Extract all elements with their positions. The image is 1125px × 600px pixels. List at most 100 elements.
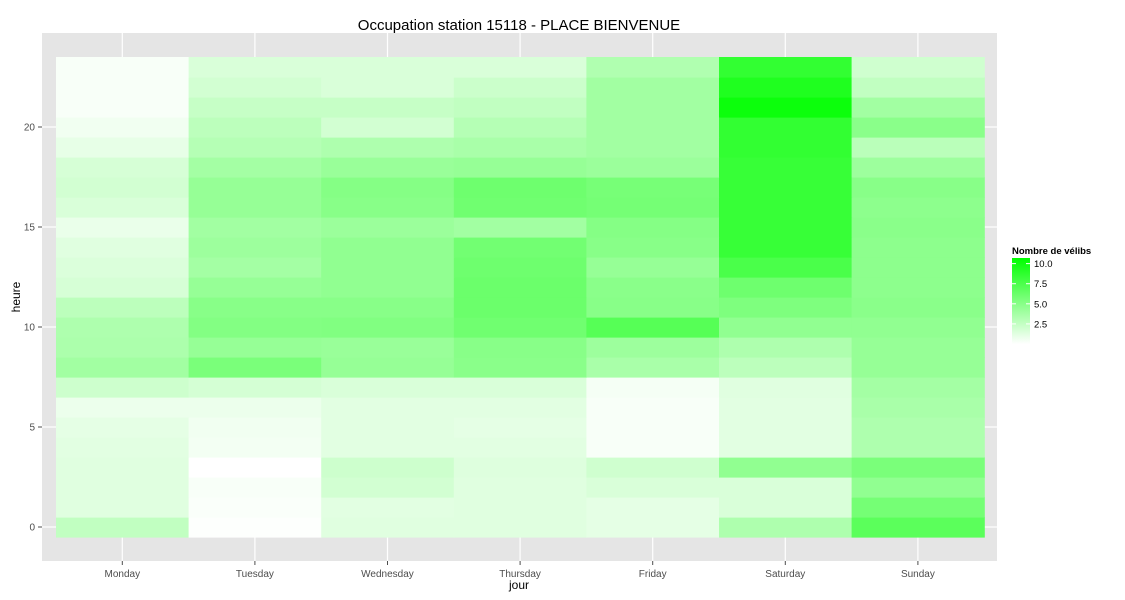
heatmap-cell xyxy=(321,517,455,538)
heatmap-cell xyxy=(851,57,985,78)
heatmap-cell xyxy=(188,117,322,138)
heatmap-cell xyxy=(851,377,985,398)
heatmap-cell xyxy=(56,77,190,98)
heatmap-cell xyxy=(56,457,190,478)
heatmap-cell xyxy=(851,357,985,378)
y-axis: 0 5 10 15 20 xyxy=(24,123,42,534)
x-tick-label: Friday xyxy=(639,569,667,580)
heatmap-cell xyxy=(851,237,985,258)
heatmap-cell xyxy=(321,377,455,398)
heatmap-cell xyxy=(719,497,853,518)
heatmap-cell xyxy=(188,277,322,298)
heatmap-cell xyxy=(321,177,455,198)
y-tick-label: 10 xyxy=(24,323,36,334)
heatmap-cell xyxy=(188,417,322,438)
heatmap-cell xyxy=(188,157,322,178)
heatmap-cell xyxy=(56,57,190,78)
heatmap-cell xyxy=(188,377,322,398)
heatmap-cell xyxy=(56,97,190,118)
heatmap-cell xyxy=(453,337,587,358)
heatmap-cell xyxy=(719,397,853,418)
heatmap-cell xyxy=(321,117,455,138)
heatmap-cell xyxy=(719,417,853,438)
heatmap-cell xyxy=(453,397,587,418)
heatmap-cell xyxy=(586,417,720,438)
heatmap-cell xyxy=(453,477,587,498)
heatmap-cell xyxy=(586,317,720,338)
heatmap-cell xyxy=(586,497,720,518)
x-tick-label: Monday xyxy=(105,569,141,580)
x-tick-label: Wednesday xyxy=(361,569,414,580)
heatmap-cell xyxy=(56,437,190,458)
heatmap-cells xyxy=(56,57,985,538)
heatmap-cell xyxy=(719,277,853,298)
heatmap-cell xyxy=(719,237,853,258)
heatmap-cell xyxy=(586,477,720,498)
heatmap-cell xyxy=(851,257,985,278)
heatmap-cell xyxy=(321,217,455,238)
y-tick-label: 0 xyxy=(29,523,35,534)
heatmap-cell xyxy=(321,57,455,78)
heatmap-cell xyxy=(321,277,455,298)
heatmap-cell xyxy=(188,497,322,518)
heatmap-cell xyxy=(851,317,985,338)
heatmap-cell xyxy=(851,157,985,178)
heatmap-cell xyxy=(188,177,322,198)
heatmap-cell xyxy=(321,197,455,218)
x-axis: Monday Tuesday Wednesday Thursday Friday Satu… xyxy=(105,561,935,580)
heatmap-cell xyxy=(56,237,190,258)
heatmap-cell xyxy=(719,57,853,78)
heatmap-cell xyxy=(56,197,190,218)
heatmap-cell xyxy=(453,357,587,378)
heatmap-cell xyxy=(719,137,853,158)
x-tick-label: Sunday xyxy=(901,569,935,580)
heatmap-cell xyxy=(188,297,322,318)
heatmap-cell xyxy=(453,297,587,318)
heatmap-cell xyxy=(851,417,985,438)
legend-tick-label: 5.0 xyxy=(1034,299,1047,310)
heatmap-cell xyxy=(56,417,190,438)
heatmap-cell xyxy=(56,397,190,418)
heatmap-cell xyxy=(719,317,853,338)
heatmap-cell xyxy=(719,357,853,378)
heatmap-cell xyxy=(188,337,322,358)
heatmap-cell xyxy=(321,497,455,518)
heatmap-cell xyxy=(56,157,190,178)
heatmap-cell xyxy=(321,357,455,378)
heatmap-cell xyxy=(56,177,190,198)
heatmap-cell xyxy=(188,77,322,98)
heatmap-cell xyxy=(586,377,720,398)
heatmap-cell xyxy=(586,297,720,318)
heatmap-cell xyxy=(586,57,720,78)
heatmap-cell xyxy=(453,197,587,218)
heatmap-cell xyxy=(188,457,322,478)
heatmap-cell xyxy=(453,417,587,438)
heatmap-cell xyxy=(586,97,720,118)
heatmap-cell xyxy=(586,237,720,258)
heatmap-cell xyxy=(188,517,322,538)
x-axis-title: jour xyxy=(508,578,529,592)
heatmap-cell xyxy=(188,397,322,418)
heatmap-cell xyxy=(586,397,720,418)
heatmap-cell xyxy=(321,237,455,258)
heatmap-cell xyxy=(719,77,853,98)
heatmap-cell xyxy=(719,257,853,278)
legend: Nombre de vélibs 10.0 7.5 5.0 2.5 xyxy=(1012,246,1091,344)
heatmap-cell xyxy=(321,317,455,338)
heatmap-cell xyxy=(851,437,985,458)
heatmap-cell xyxy=(188,237,322,258)
x-tick-label: Saturday xyxy=(765,569,805,580)
heatmap-cell xyxy=(453,237,587,258)
heatmap-cell xyxy=(453,517,587,538)
heatmap-cell xyxy=(586,117,720,138)
heatmap-cell xyxy=(321,457,455,478)
heatmap-cell xyxy=(851,477,985,498)
heatmap-cell xyxy=(719,297,853,318)
heatmap-cell xyxy=(453,137,587,158)
heatmap-cell xyxy=(188,317,322,338)
heatmap-cell xyxy=(321,437,455,458)
heatmap-cell xyxy=(188,437,322,458)
heatmap-cell xyxy=(586,77,720,98)
heatmap-cell xyxy=(188,257,322,278)
